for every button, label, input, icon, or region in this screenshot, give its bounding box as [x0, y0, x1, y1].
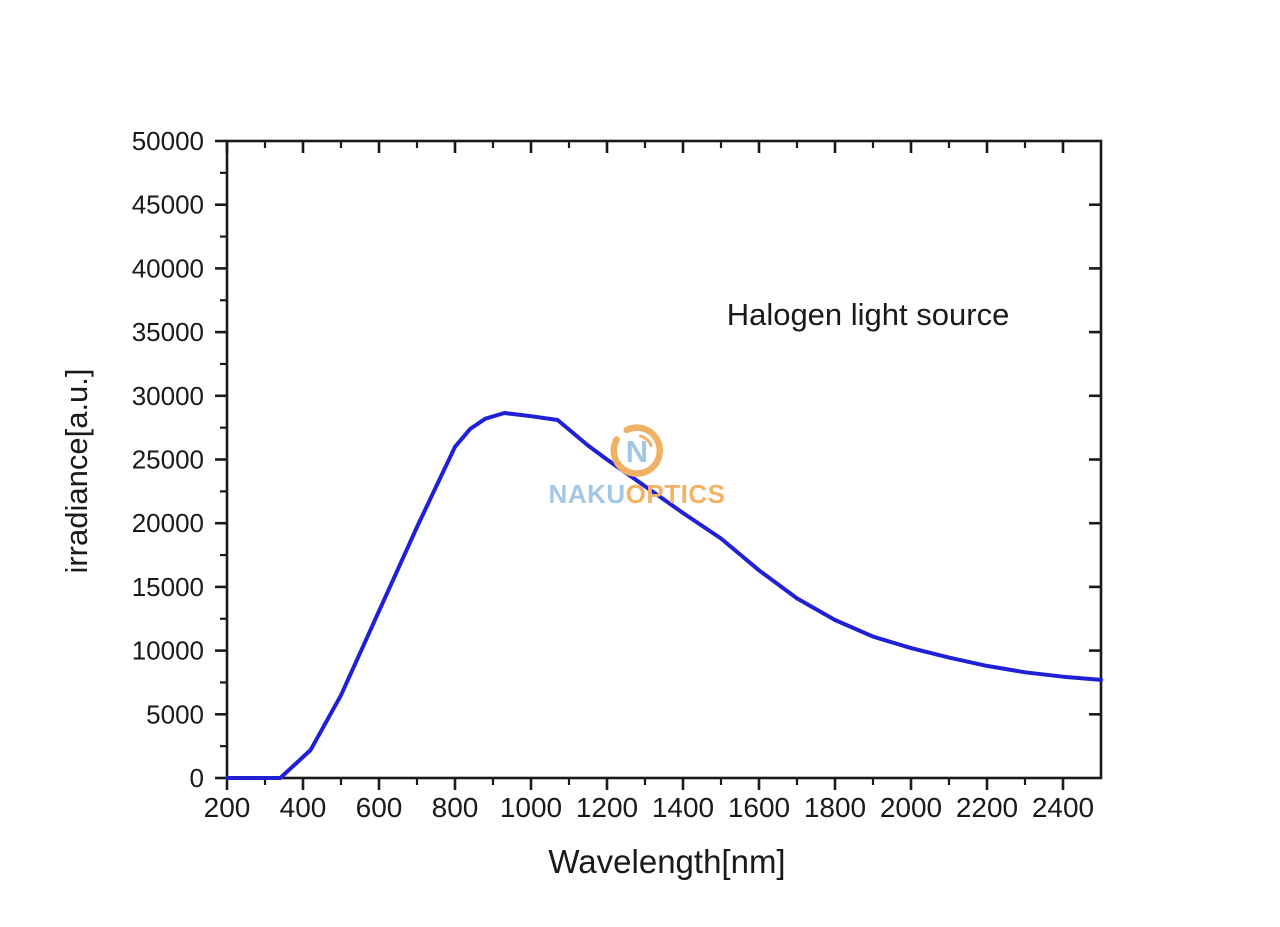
x-tick-label: 2400	[1032, 792, 1094, 823]
x-tick-label: 2200	[956, 792, 1018, 823]
y-tick-label: 50000	[132, 126, 204, 156]
y-tick-label: 35000	[132, 317, 204, 347]
x-tick-label: 1200	[576, 792, 638, 823]
x-tick-label: 1600	[728, 792, 790, 823]
x-tick-label: 1800	[804, 792, 866, 823]
x-tick-label: 2000	[880, 792, 942, 823]
y-tick-label: 30000	[132, 381, 204, 411]
x-tick-label: 600	[356, 792, 403, 823]
x-tick-label: 400	[280, 792, 327, 823]
y-tick-label: 40000	[132, 253, 204, 283]
y-tick-label: 20000	[132, 508, 204, 538]
y-tick-label: 0	[190, 763, 204, 793]
y-tick-label: 25000	[132, 445, 204, 475]
spectrum-curve	[225, 411, 1103, 780]
y-tick-label: 45000	[132, 190, 204, 220]
y-tick-label: 5000	[146, 699, 204, 729]
x-tick-label: 1000	[500, 792, 562, 823]
x-axis-title: Wavelength[nm]	[548, 843, 786, 880]
y-tick-label: 15000	[132, 572, 204, 602]
plot-frame	[225, 139, 1103, 780]
x-tick-label: 1400	[652, 792, 714, 823]
chart-annotation: Halogen light source	[726, 297, 1010, 332]
y-tick-label: 10000	[132, 636, 204, 666]
x-tick-label: 200	[204, 792, 251, 823]
y-axis-title: irradiance[a.u.]	[59, 368, 94, 574]
x-tick-label: 800	[432, 792, 479, 823]
